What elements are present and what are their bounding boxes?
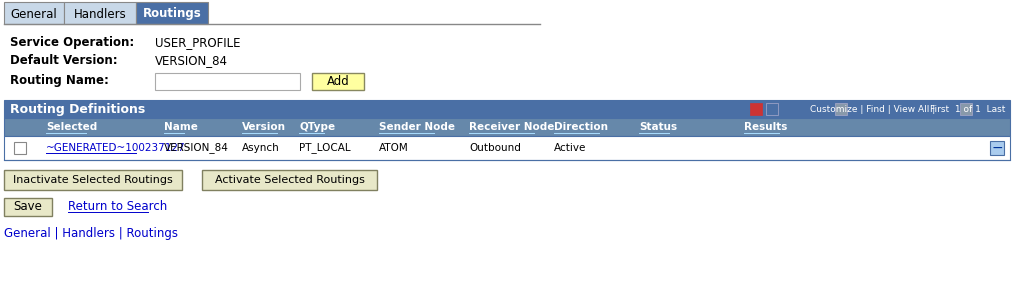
Text: Version: Version <box>242 122 286 132</box>
Text: ~GENERATED~100237127: ~GENERATED~100237127 <box>46 143 186 153</box>
Text: VERSION_84: VERSION_84 <box>164 142 229 153</box>
Text: USER_PROFILE: USER_PROFILE <box>155 36 240 49</box>
Bar <box>750 103 762 115</box>
Bar <box>136 2 208 24</box>
Bar <box>4 100 1010 118</box>
Text: Name: Name <box>164 122 198 132</box>
Text: Outbound: Outbound <box>469 143 521 153</box>
Bar <box>766 103 778 115</box>
Text: Results: Results <box>744 122 788 132</box>
Text: Activate Selected Routings: Activate Selected Routings <box>215 175 364 185</box>
Text: Default Version:: Default Version: <box>10 54 118 67</box>
Text: Routing Definitions: Routing Definitions <box>10 103 145 115</box>
Text: Sender Node: Sender Node <box>379 122 455 132</box>
Text: Add: Add <box>327 75 350 88</box>
Text: Status: Status <box>639 122 677 132</box>
Bar <box>835 103 847 115</box>
Bar <box>155 73 300 90</box>
Text: Selected: Selected <box>46 122 97 132</box>
Bar <box>14 142 26 154</box>
Bar <box>312 73 364 90</box>
Text: −: − <box>992 141 1003 155</box>
Text: Save: Save <box>13 201 43 214</box>
Text: Asynch: Asynch <box>242 143 280 153</box>
Text: Routing Name:: Routing Name: <box>10 74 108 87</box>
Text: ATOM: ATOM <box>379 143 409 153</box>
Bar <box>4 170 182 190</box>
Text: Routings: Routings <box>143 8 202 21</box>
Bar <box>990 141 1004 155</box>
Bar <box>202 170 377 190</box>
Text: Direction: Direction <box>554 122 608 132</box>
Text: PT_LOCAL: PT_LOCAL <box>299 142 351 153</box>
Text: Active: Active <box>554 143 586 153</box>
Bar <box>4 136 1010 160</box>
Bar <box>4 118 1010 136</box>
Bar <box>960 103 972 115</box>
Bar <box>4 2 64 24</box>
Text: Service Operation:: Service Operation: <box>10 36 134 49</box>
Text: VERSION_84: VERSION_84 <box>155 54 228 67</box>
Text: First  1 of 1  Last: First 1 of 1 Last <box>930 105 1005 114</box>
Text: Customize | Find | View All |: Customize | Find | View All | <box>810 105 935 114</box>
Text: General | Handlers | Routings: General | Handlers | Routings <box>4 226 178 239</box>
Text: General: General <box>10 8 58 21</box>
Text: Receiver Node: Receiver Node <box>469 122 555 132</box>
Text: QType: QType <box>299 122 335 132</box>
Text: Handlers: Handlers <box>74 8 127 21</box>
Text: Inactivate Selected Routings: Inactivate Selected Routings <box>13 175 172 185</box>
Bar <box>64 2 136 24</box>
Text: Return to Search: Return to Search <box>68 201 167 214</box>
Bar <box>4 198 52 216</box>
